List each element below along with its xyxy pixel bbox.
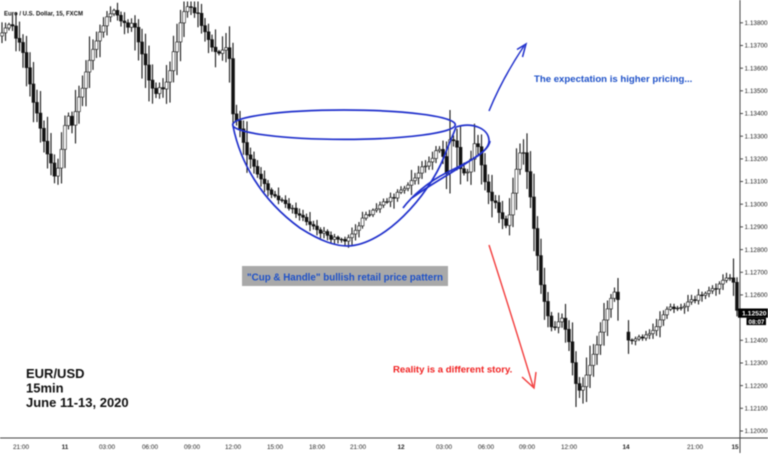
svg-text:14: 14 [622,444,630,451]
svg-text:09:00: 09:00 [519,444,535,451]
svg-text:03:00: 03:00 [436,444,452,451]
svg-text:21:00: 21:00 [13,444,29,451]
svg-text:1.13000: 1.13000 [745,201,768,208]
svg-text:1.13800: 1.13800 [745,20,768,27]
svg-text:The expectation is higher pric: The expectation is higher pricing... [534,74,692,85]
svg-text:1.12520: 1.12520 [742,311,767,318]
svg-text:11: 11 [62,444,69,451]
svg-text:1.12700: 1.12700 [745,270,768,277]
svg-text:"Cup & Handle" bullish retail: "Cup & Handle" bullish retail price patt… [247,273,443,284]
svg-text:1.12300: 1.12300 [745,360,768,367]
svg-text:Euro / U.S. Dollar, 15, FXCM: Euro / U.S. Dollar, 15, FXCM [4,12,83,18]
svg-text:18:00: 18:00 [309,444,325,451]
svg-text:1.12200: 1.12200 [745,383,768,390]
svg-text:09:00: 09:00 [184,444,200,451]
svg-text:June 11-13, 2020: June 11-13, 2020 [26,395,129,410]
svg-text:12:00: 12:00 [561,444,577,451]
svg-text:15: 15 [731,444,739,451]
svg-text:1.12600: 1.12600 [745,292,768,299]
svg-text:06:00: 06:00 [142,444,158,451]
svg-text:1.13400: 1.13400 [745,111,768,118]
svg-text:12: 12 [397,444,405,451]
svg-text:1.13300: 1.13300 [745,133,768,140]
svg-text:15:00: 15:00 [267,444,283,451]
svg-text:1.12800: 1.12800 [745,247,768,254]
svg-text:1.13700: 1.13700 [745,43,768,50]
svg-text:21:00: 21:00 [350,444,366,451]
svg-text:1.13600: 1.13600 [745,65,768,72]
svg-text:Reality is a different story.: Reality is a different story. [393,365,512,376]
svg-text:1.12400: 1.12400 [745,338,768,345]
svg-text:1.13100: 1.13100 [745,179,768,186]
svg-text:1.13500: 1.13500 [745,88,768,95]
svg-text:06:00: 06:00 [478,444,494,451]
svg-text:1.12900: 1.12900 [745,224,768,231]
svg-text:1.12000: 1.12000 [745,428,768,435]
svg-text:12:00: 12:00 [225,444,241,451]
svg-text:1.13200: 1.13200 [745,156,768,163]
svg-text:03:00: 03:00 [99,444,115,451]
svg-text:21:00: 21:00 [687,444,703,451]
svg-text:EUR/USD: EUR/USD [26,366,85,381]
svg-text:08:07: 08:07 [749,319,765,326]
svg-text:1.12100: 1.12100 [745,406,768,413]
svg-text:15min: 15min [26,381,64,396]
